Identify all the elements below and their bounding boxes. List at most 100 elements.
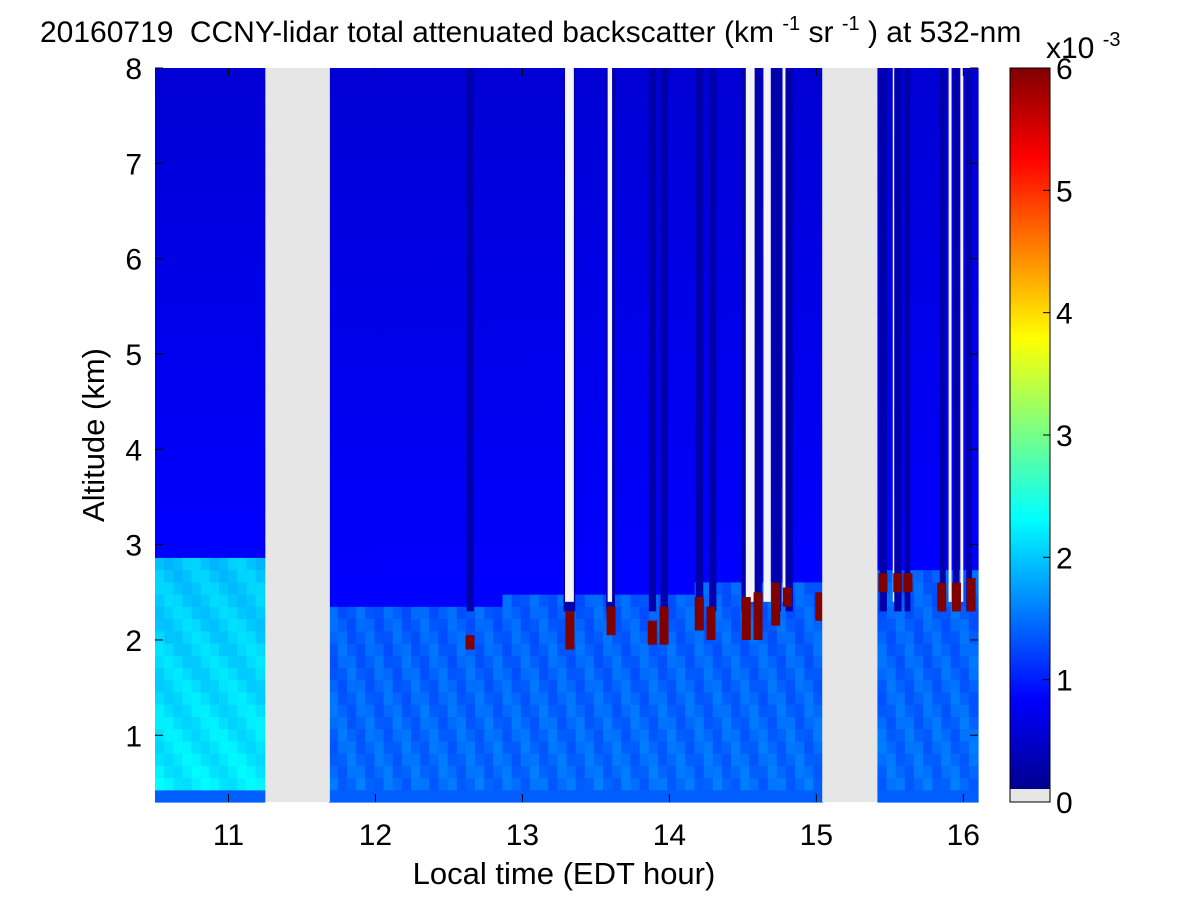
heatmap-cell: [813, 349, 824, 363]
heatmap-cell: [173, 275, 184, 289]
heatmap-cell: [456, 777, 467, 791]
heatmap-cell: [667, 361, 677, 375]
heatmap-cell: [411, 239, 421, 253]
heatmap-cell: [155, 704, 165, 717]
heatmap-cell: [383, 227, 394, 240]
heatmap-cell: [328, 398, 339, 412]
heatmap-cell: [548, 300, 558, 314]
heatmap-cell: [694, 789, 705, 803]
heatmap-cell: [429, 422, 440, 436]
heatmap-cell: [776, 704, 787, 717]
heatmap-cell: [447, 324, 458, 338]
heatmap-cell: [237, 275, 248, 289]
heatmap-cell: [337, 777, 348, 791]
heatmap-cell: [941, 239, 952, 253]
heatmap-cell: [255, 508, 266, 522]
heatmap-cell: [191, 642, 202, 656]
heatmap-cell: [401, 569, 412, 583]
heatmap-cell: [401, 227, 412, 240]
heatmap-cell: [621, 202, 632, 216]
heatmap-cell: [740, 691, 750, 705]
heatmap-cell: [347, 728, 357, 742]
heatmap-cell: [493, 740, 504, 754]
heatmap-cell: [511, 80, 522, 94]
heatmap-cell: [237, 361, 248, 375]
heatmap-cell: [941, 361, 952, 375]
heatmap-cell: [411, 630, 421, 644]
heatmap-cell: [209, 361, 220, 375]
heatmap-cell: [813, 716, 824, 730]
heatmap-cell: [365, 288, 376, 302]
heatmap-cell: [246, 704, 257, 717]
heatmap-cell: [529, 471, 540, 485]
heatmap-cell: [200, 361, 211, 375]
heatmap-cell: [493, 557, 504, 571]
heatmap-cell: [612, 716, 622, 730]
heatmap-cell: [941, 141, 952, 155]
heatmap-cell: [657, 667, 668, 681]
heatmap-cell: [529, 789, 540, 803]
heatmap-cell: [557, 153, 568, 167]
heatmap-cell: [228, 581, 238, 595]
heatmap-cell: [255, 104, 266, 118]
heatmap-cell: [520, 728, 531, 742]
heatmap-cell: [932, 679, 943, 693]
heatmap-cell: [913, 202, 924, 216]
heatmap-cell: [776, 753, 787, 766]
heatmap-cell: [411, 373, 421, 387]
heatmap-cell: [191, 178, 202, 191]
heatmap-cell: [584, 80, 595, 94]
heatmap-cell: [913, 275, 924, 289]
heatmap-cell: [374, 68, 385, 81]
colorbar-tick-label: 3: [1056, 420, 1073, 453]
heatmap-cell: [484, 459, 494, 473]
attenuated-column: [904, 68, 911, 612]
heatmap-cell: [813, 532, 824, 546]
heatmap-cell: [813, 569, 824, 583]
heatmap-cell: [539, 594, 549, 607]
heatmap-cell: [255, 471, 266, 485]
heatmap-cell: [804, 691, 814, 705]
heatmap-cell: [246, 618, 257, 632]
heatmap-cell: [520, 398, 531, 412]
heatmap-cell: [548, 777, 558, 791]
heatmap-cell: [913, 789, 924, 803]
heatmap-cell: [904, 728, 915, 742]
heatmap-cell: [813, 765, 824, 779]
heatmap-cell: [612, 435, 622, 448]
heatmap-cell: [493, 190, 504, 204]
heatmap-cell: [392, 777, 403, 791]
heatmap-cell: [795, 532, 805, 546]
heatmap-cell: [959, 422, 970, 436]
heatmap-cell: [219, 312, 229, 326]
heatmap-cell: [502, 104, 513, 118]
heatmap-cell: [337, 275, 348, 289]
heatmap-cell: [913, 288, 924, 302]
heatmap-cell: [566, 704, 577, 717]
heatmap-cell: [621, 777, 632, 791]
heatmap-cell: [347, 214, 357, 228]
heatmap-cell: [593, 520, 604, 534]
heatmap-cell: [557, 483, 568, 497]
heatmap-cell: [484, 214, 494, 228]
heatmap-cell: [191, 691, 202, 705]
heatmap-cell: [337, 753, 348, 766]
heatmap-cell: [219, 80, 229, 94]
heatmap-cell: [484, 422, 494, 436]
heatmap-cell: [758, 251, 769, 265]
heatmap-cell: [758, 777, 769, 791]
heatmap-cell: [886, 459, 897, 473]
heatmap-cell: [795, 557, 805, 571]
heatmap-cell: [968, 532, 979, 546]
heatmap-cell: [804, 288, 814, 302]
heatmap-cell: [200, 337, 211, 350]
heatmap-cell: [173, 532, 184, 546]
heatmap-cell: [731, 642, 741, 656]
heatmap-cell: [511, 667, 522, 681]
heatmap-cell: [411, 765, 421, 779]
heatmap-cell: [191, 716, 202, 730]
heatmap-cell: [438, 361, 449, 375]
heatmap-cell: [886, 545, 897, 558]
heatmap-cell: [484, 471, 494, 485]
heatmap-cell: [209, 471, 220, 485]
